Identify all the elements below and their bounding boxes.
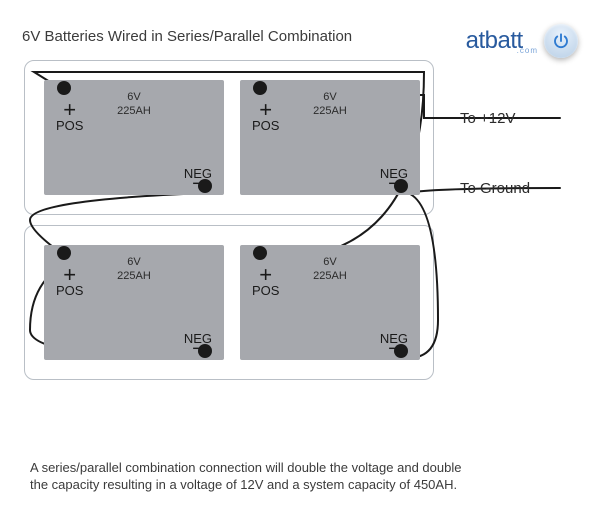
terminal-b3_pos: [57, 246, 71, 260]
pos-terminal-label: +POS: [56, 102, 83, 133]
terminal-b4_neg: [394, 344, 408, 358]
pos-terminal-label: +POS: [252, 102, 279, 133]
brand-name: atbatt: [466, 27, 523, 55]
terminal-b3_neg: [198, 344, 212, 358]
lead-label-positive: To +12V: [460, 110, 515, 127]
terminal-b1_pos: [57, 81, 71, 95]
battery-b2: 6V225AH+POSNEG−: [240, 80, 420, 195]
battery-b4: 6V225AH+POSNEG−: [240, 245, 420, 360]
terminal-b2_pos: [253, 81, 267, 95]
lead-label-ground: To Ground: [460, 180, 530, 197]
terminal-b4_pos: [253, 246, 267, 260]
terminal-b2_neg: [394, 179, 408, 193]
page-title: 6V Batteries Wired in Series/Parallel Co…: [22, 28, 352, 45]
brand-suffix: .com: [517, 46, 538, 55]
power-icon: [544, 24, 578, 58]
diagram-caption: A series/parallel combination connection…: [30, 459, 470, 493]
pos-terminal-label: +POS: [252, 267, 279, 298]
battery-b1: 6V225AH+POSNEG−: [44, 80, 224, 195]
pos-terminal-label: +POS: [56, 267, 83, 298]
terminal-b1_neg: [198, 179, 212, 193]
brand-logo: atbatt .com: [466, 24, 578, 58]
battery-b3: 6V225AH+POSNEG−: [44, 245, 224, 360]
